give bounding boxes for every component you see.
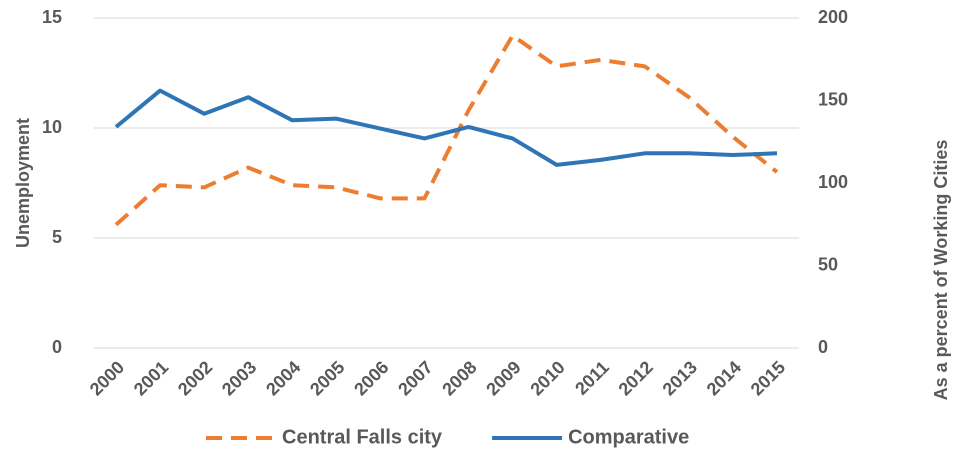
- x-tick-label: 2013: [659, 357, 701, 399]
- x-tick-label: 2002: [174, 357, 216, 399]
- x-tick-label: 2007: [394, 357, 436, 399]
- y-axis-title: Unemployment: [13, 118, 33, 248]
- x-tick-label: 2010: [526, 357, 568, 399]
- series-line: [114, 33, 779, 227]
- y2-axis-title: As a percent of Working Cities: [931, 140, 951, 401]
- series-line: [114, 88, 778, 167]
- x-tick-label: 2015: [747, 357, 789, 399]
- y2-tick-label: 0: [818, 337, 828, 357]
- x-tick-label: 2003: [218, 357, 260, 399]
- x-tick-label: 2014: [703, 357, 745, 399]
- x-tick-label: 2005: [306, 357, 348, 399]
- x-tick-label: 2000: [86, 357, 128, 399]
- x-tick-label: 2009: [482, 357, 524, 399]
- y-tick-label: 10: [42, 117, 62, 137]
- legend-label: Comparative: [568, 426, 689, 448]
- x-tick-label: 2011: [571, 357, 613, 399]
- x-tick-label: 2006: [350, 357, 392, 399]
- x-tick-label: 2001: [130, 357, 172, 399]
- x-tick-label: 2004: [262, 357, 304, 399]
- legend-label: Central Falls city: [282, 426, 443, 448]
- x-tick-label: 2012: [615, 357, 657, 399]
- y2-tick-label: 100: [818, 172, 848, 192]
- y-tick-label: 0: [52, 337, 62, 357]
- y2-tick-label: 200: [818, 7, 848, 27]
- x-tick-label: 2008: [438, 357, 480, 399]
- y2-tick-label: 50: [818, 254, 838, 274]
- y2-tick-label: 150: [818, 89, 848, 109]
- y-tick-label: 5: [52, 227, 62, 247]
- y-tick-label: 15: [42, 7, 62, 27]
